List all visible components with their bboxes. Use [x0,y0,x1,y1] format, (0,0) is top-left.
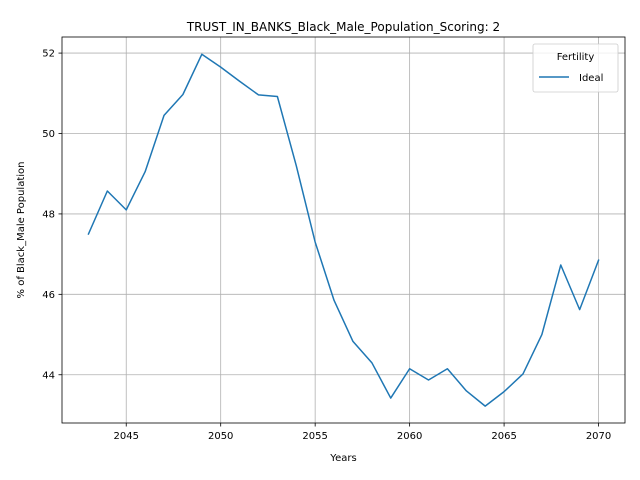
chart-title: TRUST_IN_BANKS_Black_Male_Population_Sco… [186,20,500,34]
y-tick-label: 44 [42,370,55,381]
x-axis-label: Years [329,453,356,464]
y-tick-label: 46 [42,290,55,301]
plot-frame [61,36,626,424]
x-tick-label: 2045 [114,431,139,442]
series-lines [87,53,600,407]
y-tick-label: 48 [42,209,55,220]
x-tick-label: 2070 [586,431,611,442]
legend-title: Fertility [557,52,595,63]
y-axis-ticks: 44 46 48 50 52 [42,49,62,381]
series-line-ideal [87,53,600,407]
y-tick-label: 50 [42,129,55,140]
legend: Fertility Ideal [532,43,619,93]
x-axis-ticks: 2045 2050 2055 2060 2065 2070 [114,423,611,442]
y-axis-label: % of Black_Male Population [16,162,27,299]
x-tick-label: 2055 [302,431,327,442]
legend-label-ideal: Ideal [579,73,603,84]
x-tick-label: 2065 [491,431,516,442]
legend-box [532,43,619,93]
grid [62,37,625,423]
x-tick-label: 2050 [208,431,233,442]
y-tick-label: 52 [42,49,55,60]
x-tick-label: 2060 [397,431,422,442]
